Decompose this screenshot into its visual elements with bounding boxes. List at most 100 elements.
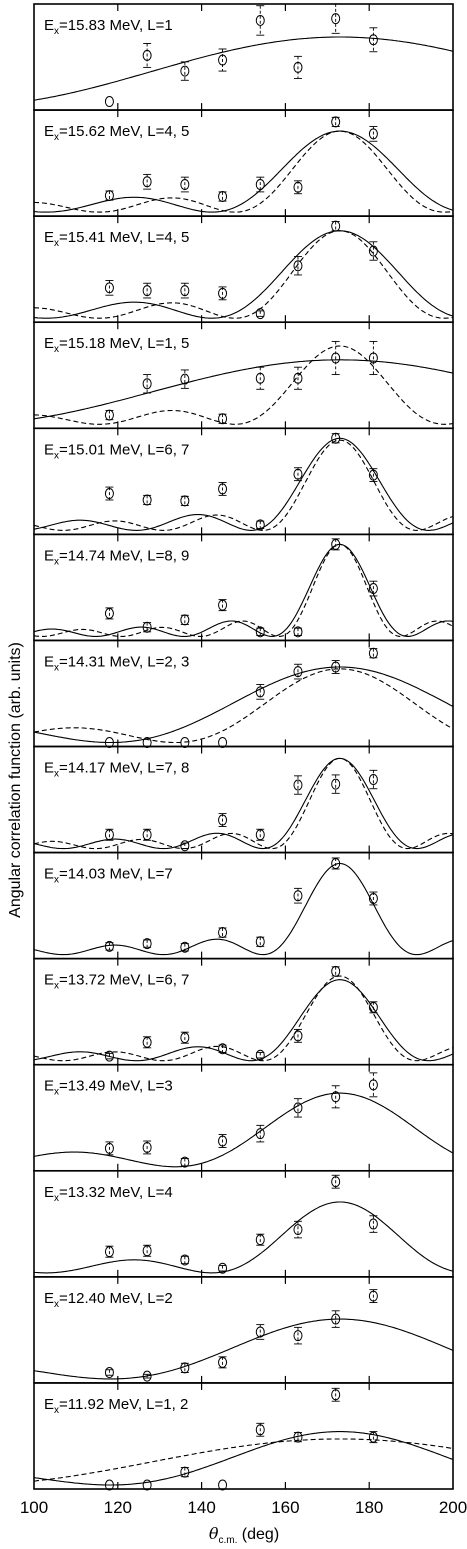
panel-2: Ex=15.62 MeV, L=4, 5 (33, 109, 454, 217)
data-point (368, 891, 378, 906)
data-marker (255, 1234, 265, 1246)
data-marker (218, 1356, 228, 1368)
data-point (255, 5, 265, 36)
data-marker (180, 941, 190, 953)
data-point (293, 626, 303, 638)
data-marker (142, 378, 152, 390)
data-marker (218, 1262, 228, 1274)
data-point (104, 1245, 114, 1258)
data-marker (293, 1431, 303, 1443)
data-point (331, 660, 341, 674)
data-marker (180, 840, 190, 852)
data-marker (255, 626, 265, 638)
data-marker (293, 779, 303, 791)
panel-label-rest: =14.17 MeV, L=7, 8 (59, 760, 189, 777)
data-point (293, 180, 303, 195)
data-point (331, 432, 341, 444)
data-marker (218, 927, 228, 939)
fit-curve-solid-L8 (33, 543, 454, 637)
panel-5: Ex=15.01 MeV, L=6, 7 (33, 427, 454, 536)
panel-label: Ex=12.40 MeV, L=2 (44, 1290, 173, 1310)
data-point (255, 519, 265, 531)
data-point (331, 220, 341, 232)
data-point (293, 775, 303, 795)
data-marker (293, 181, 303, 193)
data-marker (331, 1313, 341, 1325)
data-marker (331, 778, 341, 790)
panel-label: Ex=15.62 MeV, L=4, 5 (44, 123, 189, 143)
data-point (218, 190, 228, 202)
fit-curve-dashed-L7 (33, 439, 454, 531)
data-point (293, 55, 303, 79)
data-point (368, 1215, 378, 1233)
fit-curve-solid-L2 (33, 666, 454, 744)
data-point (368, 340, 378, 376)
data-point (142, 173, 152, 190)
data-marker (104, 737, 114, 748)
panel-9: Ex=14.03 MeV, L=7 (33, 851, 454, 960)
data-marker (255, 1326, 265, 1338)
data-marker (142, 285, 152, 297)
panel-label-sub: x (54, 875, 59, 886)
data-point (368, 1001, 378, 1014)
x-axis-label-symbol: θ (209, 1524, 219, 1543)
data-point (180, 1156, 190, 1168)
data-marker (104, 1050, 114, 1062)
data-marker (331, 857, 341, 869)
data-marker (218, 814, 228, 826)
data-marker (142, 829, 152, 841)
data-marker (104, 607, 114, 619)
fit-curve-solid-L6 (33, 979, 454, 1062)
panel-label: Ex=14.74 MeV, L=8, 9 (44, 547, 189, 567)
panel-label-rest: =13.72 MeV, L=6, 7 (59, 972, 189, 989)
data-point (255, 176, 265, 193)
data-marker (142, 1370, 152, 1382)
data-marker (331, 1389, 341, 1401)
data-marker (218, 1479, 228, 1491)
data-point (293, 366, 303, 390)
panel-label: Ex=14.31 MeV, L=2, 3 (44, 653, 189, 673)
data-point (104, 828, 114, 841)
data-marker (104, 409, 114, 421)
panel-label-sub: x (54, 344, 59, 355)
data-point (104, 95, 114, 107)
data-point (255, 828, 265, 841)
data-point (180, 176, 190, 193)
data-point (255, 936, 265, 948)
panel-3: Ex=15.41 MeV, L=4, 5 (33, 215, 454, 324)
data-point (180, 1466, 190, 1478)
data-marker (255, 936, 265, 948)
data-point (255, 1422, 265, 1437)
panel-label-prefix: E (44, 441, 54, 458)
data-point (331, 1174, 341, 1189)
data-point (180, 840, 190, 852)
x-tick-label: 100 (20, 1498, 48, 1517)
data-marker (180, 1254, 190, 1266)
fit-curve-solid-L4 (33, 230, 454, 319)
data-point (180, 61, 190, 81)
panel-label: Ex=13.72 MeV, L=6, 7 (44, 972, 189, 992)
y-axis-label: Angular correlation function (arb. units… (7, 642, 24, 918)
panel-label-sub: x (54, 26, 59, 37)
data-marker (331, 538, 341, 550)
data-point (180, 1031, 190, 1044)
panel-label-rest: =15.01 MeV, L=6, 7 (59, 441, 189, 458)
data-point (180, 495, 190, 507)
data-marker (293, 1102, 303, 1114)
panel-label-prefix: E (44, 123, 54, 140)
data-point (331, 3, 341, 34)
data-marker (218, 1135, 228, 1147)
data-point (104, 1479, 114, 1491)
data-marker (293, 468, 303, 480)
panel-label-rest: =11.92 MeV, L=1, 2 (59, 1396, 188, 1413)
data-point (142, 1479, 152, 1491)
data-point (331, 1310, 341, 1328)
data-marker (368, 892, 378, 904)
panel-label: Ex=13.49 MeV, L=3 (44, 1078, 173, 1098)
data-point (104, 940, 114, 952)
data-marker (255, 686, 265, 698)
panel-label-sub: x (54, 1193, 59, 1204)
data-marker (218, 190, 228, 202)
data-point (218, 482, 228, 496)
data-marker (255, 1128, 265, 1140)
